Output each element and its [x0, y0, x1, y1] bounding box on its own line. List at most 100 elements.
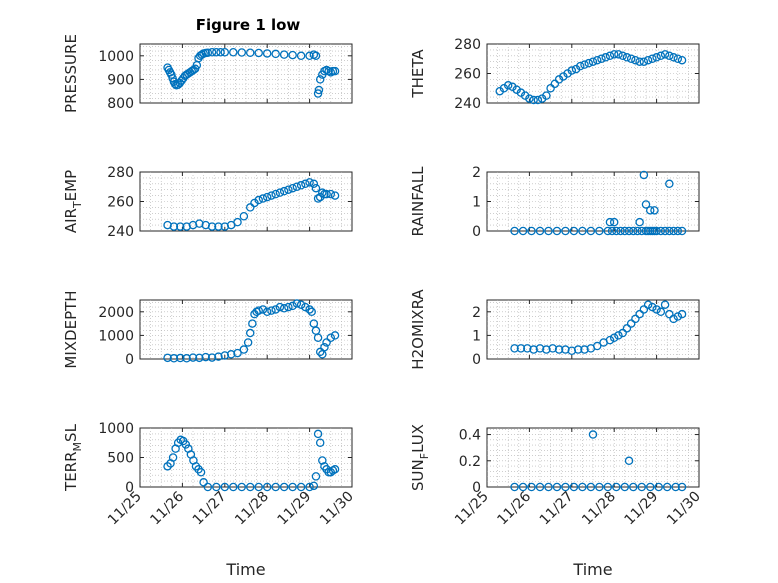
y-tick-label: 0.2 — [459, 454, 481, 470]
data-point — [313, 333, 323, 343]
data-point — [203, 48, 213, 57]
data-point — [535, 226, 545, 236]
data-point — [561, 482, 570, 492]
data-point — [592, 341, 602, 351]
data-point — [313, 194, 323, 203]
data-point — [648, 302, 657, 312]
data-point — [588, 57, 598, 66]
y-tick-label: 0.4 — [459, 428, 481, 444]
data-point — [315, 347, 325, 357]
x-tick-label: 11/28 — [579, 489, 619, 529]
data-point — [288, 482, 297, 492]
data-point — [220, 48, 230, 57]
data-point — [561, 226, 570, 236]
data-point — [326, 333, 336, 343]
data-point — [643, 300, 653, 309]
data-point — [639, 305, 649, 314]
axes-frame — [486, 427, 700, 488]
data-point — [635, 309, 644, 319]
y-tick-label: 1 — [472, 328, 481, 344]
data-point — [313, 89, 323, 98]
data-point — [662, 482, 672, 492]
data-point — [309, 481, 319, 491]
y-tick-label: 0 — [472, 224, 481, 240]
subplot-4: 0 1 2 RAINFALL — [409, 165, 700, 240]
data-point — [552, 226, 562, 236]
data-point — [292, 299, 302, 308]
data-point — [620, 226, 630, 236]
data-point — [322, 338, 331, 347]
data-point — [510, 344, 519, 353]
data-point — [554, 345, 564, 354]
data-point — [580, 60, 589, 69]
y-axis-label-main: TERR — [62, 451, 80, 492]
data-point — [201, 352, 210, 362]
data-point — [614, 50, 623, 59]
data-point — [639, 57, 649, 66]
data-point — [652, 305, 661, 314]
data-point — [612, 226, 621, 236]
data-point — [567, 346, 577, 355]
data-point — [330, 191, 340, 200]
data-point — [214, 222, 223, 231]
data-point — [631, 314, 640, 324]
data-point — [284, 185, 293, 194]
data-point — [654, 482, 663, 492]
data-point — [258, 194, 268, 203]
data-point — [214, 352, 223, 361]
data-point — [330, 66, 340, 76]
data-point — [645, 482, 655, 492]
data-point — [311, 183, 321, 193]
data-point — [315, 75, 325, 84]
data-point — [573, 345, 583, 354]
subplot-5: 0 1000 2000 MIXDEPTH — [62, 290, 353, 369]
subplot-1: 800 900 1000 PRESSURE — [62, 34, 353, 113]
data-point — [665, 51, 674, 61]
data-point — [195, 353, 204, 363]
y-axis-label-main: PRESSURE — [62, 34, 80, 113]
data-point — [584, 58, 594, 68]
data-point — [254, 48, 263, 58]
data-point — [176, 353, 185, 363]
data-point — [254, 195, 263, 205]
data-point — [196, 467, 206, 477]
data-point — [313, 429, 323, 439]
y-tick-label: 2000 — [98, 305, 134, 321]
data-point — [618, 328, 627, 338]
x-tick-label: 11/29 — [622, 489, 662, 529]
data-point — [271, 49, 280, 59]
data-point — [635, 217, 644, 227]
data-point — [212, 48, 221, 57]
data-point — [267, 306, 276, 315]
data-point — [576, 61, 585, 71]
data-point — [542, 91, 551, 100]
data-point — [330, 465, 340, 474]
y-tick-label: 280 — [107, 165, 134, 181]
subplot-2: 240 260 280 THETA — [409, 37, 700, 112]
data-point — [592, 55, 602, 65]
y-axis-label: THETA — [409, 49, 427, 99]
data-point — [296, 300, 306, 309]
data-point — [542, 345, 551, 354]
data-point — [279, 482, 289, 492]
data-point — [245, 203, 255, 212]
data-point — [503, 81, 513, 90]
data-point — [618, 51, 627, 61]
x-tick-label: 11/27 — [190, 489, 230, 529]
data-point — [637, 482, 647, 492]
data-point — [629, 482, 638, 492]
y-axis-label-suffix: SL — [62, 423, 80, 442]
data-point — [288, 183, 297, 193]
data-point — [169, 354, 179, 363]
y-tick-label: 900 — [107, 72, 134, 88]
data-point — [239, 345, 249, 354]
data-point — [529, 95, 538, 105]
data-point — [622, 53, 632, 62]
data-point — [207, 353, 217, 362]
data-point — [245, 482, 255, 492]
data-point — [245, 48, 255, 57]
data-point — [569, 482, 579, 492]
data-point — [650, 206, 659, 215]
data-point — [626, 54, 636, 64]
